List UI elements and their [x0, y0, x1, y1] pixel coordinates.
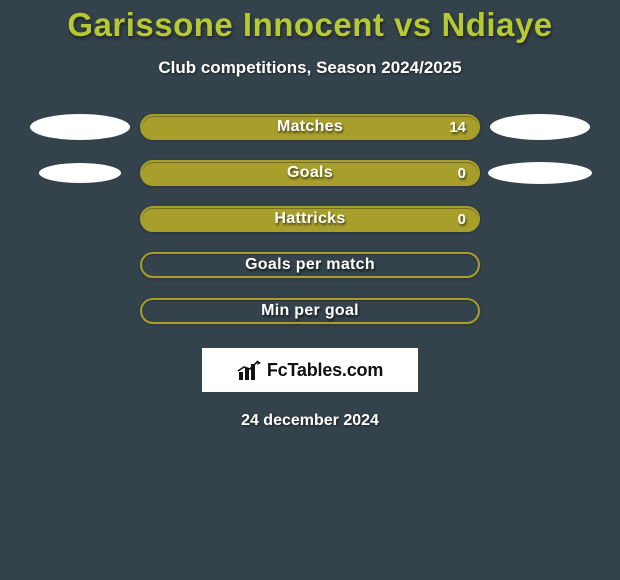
infographic-canvas: Garissone Innocent vs Ndiaye Club compet… — [0, 0, 620, 580]
stat-value: 0 — [458, 165, 466, 182]
stat-row-goals: Goals 0 — [0, 160, 620, 186]
stat-value: 14 — [449, 119, 466, 136]
right-marker-slot — [480, 162, 600, 184]
logo-box: FcTables.com — [202, 348, 418, 392]
stat-label: Goals — [287, 164, 333, 182]
left-marker-slot — [20, 163, 140, 183]
logo-chart-icon — [237, 360, 263, 380]
right-marker-ellipse — [490, 114, 590, 140]
stat-bar-min-per-goal: Min per goal — [140, 298, 480, 324]
stat-label: Min per goal — [261, 302, 359, 320]
stat-rows: Matches 14 Goals 0 Hattricks 0 — [0, 114, 620, 324]
stat-bar-goals: Goals 0 — [140, 160, 480, 186]
right-marker-ellipse — [488, 162, 592, 184]
stat-bar-goals-per-match: Goals per match — [140, 252, 480, 278]
date-text: 24 december 2024 — [0, 412, 620, 430]
page-title: Garissone Innocent vs Ndiaye — [0, 0, 620, 44]
left-marker-ellipse — [39, 163, 121, 183]
stat-label: Matches — [277, 118, 343, 136]
left-marker-slot — [20, 114, 140, 140]
logo-text: FcTables.com — [267, 360, 383, 381]
stat-row-min-per-goal: Min per goal — [0, 298, 620, 324]
stat-label: Goals per match — [245, 256, 375, 274]
stat-row-hattricks: Hattricks 0 — [0, 206, 620, 232]
stat-value: 0 — [458, 211, 466, 228]
stat-bar-matches: Matches 14 — [140, 114, 480, 140]
right-marker-slot — [480, 114, 600, 140]
stat-bar-hattricks: Hattricks 0 — [140, 206, 480, 232]
stat-row-matches: Matches 14 — [0, 114, 620, 140]
left-marker-ellipse — [30, 114, 130, 140]
stat-label: Hattricks — [274, 210, 345, 228]
stat-row-goals-per-match: Goals per match — [0, 252, 620, 278]
subtitle: Club competitions, Season 2024/2025 — [0, 58, 620, 78]
